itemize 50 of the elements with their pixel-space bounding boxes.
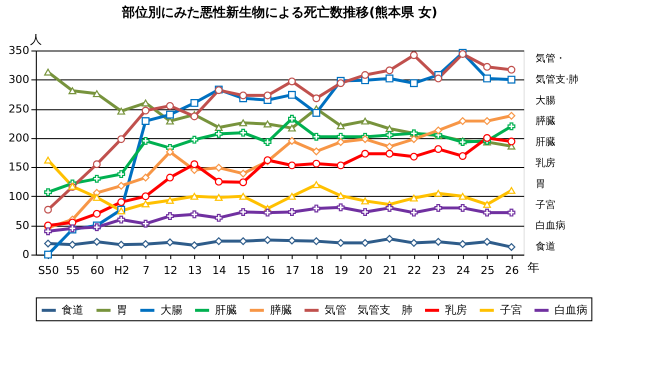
text: 子宮	[536, 198, 556, 211]
y-axis-title: 人	[30, 32, 42, 47]
text: 乳房	[536, 156, 556, 169]
x-tick-label: 14	[212, 264, 226, 277]
x-tick-label: 55	[66, 264, 80, 277]
x-tick-label: 26	[504, 264, 519, 277]
x-tick-label: 24	[456, 264, 470, 277]
legend-label: 胃	[116, 303, 128, 316]
legend-label: 白血病	[554, 303, 588, 316]
y-tick-label: 200	[8, 131, 30, 144]
x-tick-label: 20	[358, 264, 373, 277]
y-tick-label: 250	[8, 102, 30, 116]
legend-label: 食道	[62, 303, 84, 316]
x-tick-label: H2	[114, 264, 130, 277]
x-tick-label: 12	[164, 264, 178, 277]
y-tick-label: 100	[8, 190, 30, 203]
legend-label: 気管 気管支 肺	[324, 303, 413, 316]
legend-label: 大腸	[160, 303, 182, 316]
legend-label: 子宮	[500, 303, 522, 316]
text: 気管支·肺	[536, 73, 579, 86]
y-tick-label: 300	[8, 73, 30, 86]
x-tick-label: 16	[261, 264, 276, 277]
x-tick-label: 60	[90, 264, 104, 277]
y-tick-label: 50	[15, 218, 30, 232]
legend-label: 乳房	[445, 303, 467, 316]
x-tick-label: 19	[334, 264, 348, 277]
y-tick-label: 150	[8, 160, 30, 174]
x-tick-label: 13	[188, 264, 202, 277]
x-tick-label: 17	[285, 264, 300, 277]
x-tick-label: S50	[38, 264, 59, 277]
legend-label: 肝臓	[215, 303, 238, 316]
x-tick-label: 15	[236, 264, 251, 277]
text: 肝臓	[536, 136, 556, 148]
x-tick-label: 22	[407, 264, 422, 277]
text: 膵臓	[536, 115, 556, 128]
x-tick-label: 21	[383, 264, 397, 277]
x-tick-label: 7	[142, 264, 150, 277]
legend-label: 膵臓	[270, 303, 292, 316]
y-tick-label: 0	[22, 248, 30, 262]
x-tick-label: 18	[310, 264, 324, 277]
text: 大腸	[536, 94, 556, 106]
x-axis-title: 年	[528, 260, 540, 275]
chart-title: 部位別にみた悪性新生物による死亡数推移(熊本県 女)	[121, 4, 438, 21]
y-tick-label: 350	[8, 44, 30, 57]
text: 気管・	[536, 53, 566, 64]
x-tick-label: 23	[432, 264, 446, 277]
x-tick-label: 25	[480, 264, 495, 277]
text: 食道	[536, 240, 556, 253]
text: 胃	[536, 178, 546, 190]
text: 白血病	[536, 220, 566, 232]
